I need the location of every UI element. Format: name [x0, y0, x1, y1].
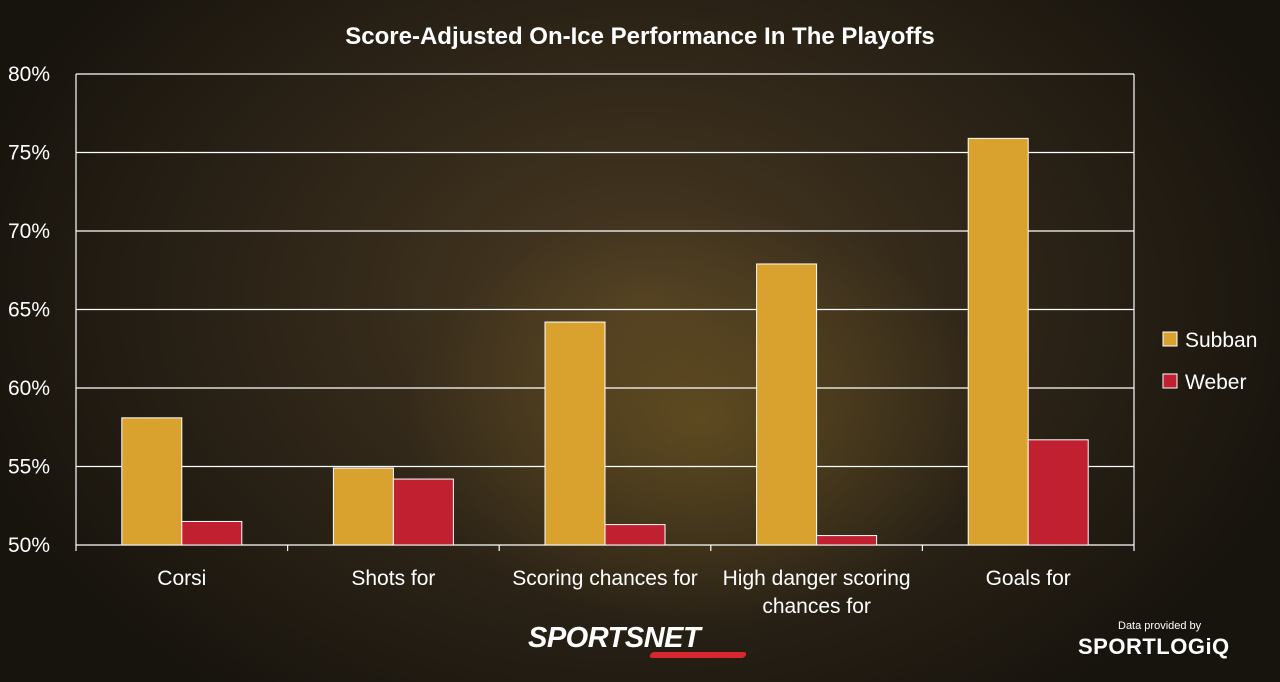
- sportsnet-logo: SPORTSNET: [528, 622, 701, 654]
- data-credit: Data provided by: [1118, 620, 1202, 632]
- legend: Subban Weber: [1162, 329, 1257, 394]
- bars: [121, 137, 1089, 546]
- legend-swatch: [1162, 373, 1178, 389]
- y-axis-ticks: 50% 55% 60% 65% 70% 75% 80%: [8, 63, 50, 557]
- x-category-label: chances for: [762, 595, 871, 618]
- legend-label: Subban: [1185, 329, 1257, 352]
- x-axis-categories: Corsi Shots for Scoring chances for High da…: [157, 567, 1071, 618]
- legend-label: Weber: [1185, 371, 1246, 394]
- sportsnet-swoosh-icon: [648, 652, 748, 658]
- x-category-label: Corsi: [157, 567, 206, 590]
- y-tick-label: 55%: [8, 456, 50, 479]
- bar-subban: [332, 467, 394, 546]
- y-tick-label: 65%: [8, 299, 50, 322]
- y-tick-label: 60%: [8, 377, 50, 400]
- bar-weber: [604, 524, 666, 546]
- bar-subban: [544, 321, 606, 546]
- bar-subban: [121, 417, 183, 546]
- chart-title: Score-Adjusted On-Ice Performance In The…: [345, 23, 934, 50]
- bar-weber: [181, 520, 243, 546]
- y-tick-label: 70%: [8, 220, 50, 243]
- x-category-label: High danger scoring: [723, 567, 911, 590]
- x-category-label: Shots for: [351, 567, 435, 590]
- bar-subban: [967, 137, 1029, 546]
- x-category-label: Scoring chances for: [512, 567, 698, 590]
- sportlogiq-logo: SPORTLOGiQ: [1078, 634, 1230, 659]
- y-tick-label: 80%: [8, 63, 50, 86]
- y-tick-label: 50%: [8, 534, 50, 557]
- bar-subban: [756, 263, 818, 546]
- bar-weber: [392, 478, 454, 546]
- x-category-label: Goals for: [986, 567, 1071, 590]
- y-tick-label: 75%: [8, 142, 50, 165]
- bar-weber: [816, 535, 878, 546]
- legend-swatch: [1162, 331, 1178, 347]
- bar-weber: [1027, 439, 1089, 546]
